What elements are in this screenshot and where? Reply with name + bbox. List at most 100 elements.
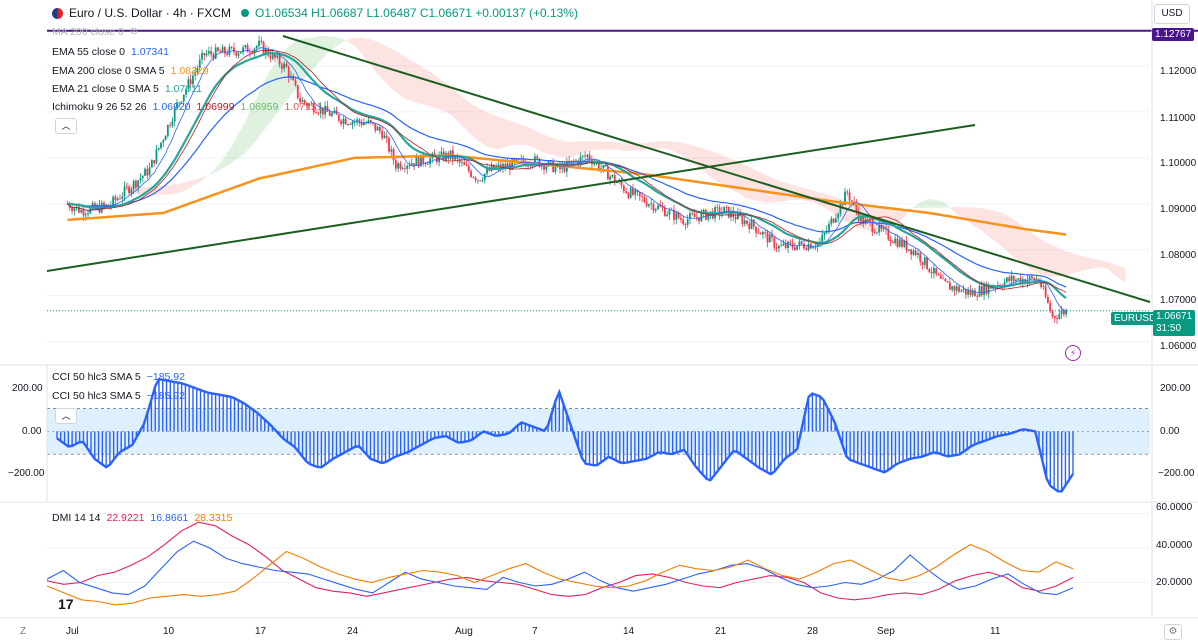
trendlines[interactable] <box>46 35 1151 303</box>
candle-body <box>308 103 311 106</box>
candle-body <box>132 180 135 189</box>
candle-body <box>654 208 657 211</box>
cloud-segment <box>1054 246 1058 277</box>
candle-body <box>604 164 607 167</box>
cloud-segment <box>927 199 930 208</box>
cloud-segment <box>715 152 718 182</box>
candle-body <box>1051 310 1054 317</box>
legend-ema21[interactable]: EMA 21 close 0 SMA 5 1.07011 <box>52 83 202 95</box>
symbol-title[interactable]: Euro / U.S. Dollar · 4h · FXCM <box>69 6 232 20</box>
cloud-segment <box>215 165 218 172</box>
cci-right-tick: −200.00 <box>1158 468 1195 479</box>
legend-ichimoku[interactable]: Ichimoku 9 26 52 26 1.06920 1.06999 1.06… <box>52 101 322 113</box>
cloud-segment <box>281 51 285 107</box>
candle-body <box>873 232 876 234</box>
cci-right-tick: 200.00 <box>1160 383 1191 394</box>
tradingview-logo[interactable]: 17 <box>58 596 74 612</box>
cloud-segment <box>544 134 547 154</box>
cloud-segment <box>995 211 998 244</box>
candle-body <box>549 160 552 162</box>
cloud-segment <box>696 146 700 169</box>
candle-body <box>518 158 520 160</box>
candle-body <box>634 190 637 195</box>
collapse-legend-button[interactable]: ︿ <box>55 118 77 134</box>
legend-cci-2[interactable]: CCI 50 hlc3 SMA 5 −185.92 <box>52 390 185 402</box>
candle-body <box>686 219 689 225</box>
eye-off-icon[interactable]: ⊘ <box>129 26 139 37</box>
candle-body <box>1017 278 1020 280</box>
candle-body <box>103 202 105 206</box>
candle-body <box>657 205 659 209</box>
legend-dmi[interactable]: DMI 14 14 22.9221 16.8661 28.3315 <box>52 512 232 524</box>
legend-ema200[interactable]: EMA 200 close 0 SMA 5 1.08329 <box>52 65 209 77</box>
cloud-segment <box>799 186 802 201</box>
cloud-segment <box>619 142 622 151</box>
cloud-segment <box>952 207 955 212</box>
candle-body <box>793 247 796 250</box>
adx-line <box>46 543 1074 606</box>
cloud-segment <box>680 142 684 156</box>
candle-body <box>575 160 577 162</box>
cloud-segment <box>165 185 168 195</box>
cloud-segment <box>377 42 380 77</box>
candle-body <box>319 107 322 114</box>
cloud-segment <box>361 37 364 57</box>
cloud-segment <box>915 203 918 208</box>
candle-body <box>148 167 151 176</box>
symbol-flag-icon[interactable] <box>52 7 63 19</box>
cci1-label: CCI 50 hlc3 SMA 5 <box>52 371 141 383</box>
cloud-segment <box>1013 219 1016 259</box>
cloud-segment <box>997 211 1001 246</box>
candle-body <box>967 290 970 295</box>
cloud-segment <box>899 209 902 222</box>
cloud-segment <box>589 141 592 152</box>
candle-body <box>267 48 270 56</box>
currency-button[interactable]: USD <box>1154 4 1190 24</box>
candle-body <box>358 119 361 123</box>
candle-body <box>948 282 951 290</box>
candle-body <box>1040 281 1042 287</box>
cloud-segment <box>785 182 788 201</box>
ichimoku-v3: 1.06959 <box>240 101 279 113</box>
cloud-segment <box>525 126 529 146</box>
cloud-segment <box>585 141 588 153</box>
candle-body <box>527 165 529 167</box>
cloud-segment <box>455 90 458 121</box>
cloud-segment <box>197 178 200 184</box>
cloud-segment <box>233 138 237 162</box>
cloud-segment <box>596 141 599 150</box>
candle-body <box>497 164 500 167</box>
candle-body <box>347 124 349 125</box>
candle-body <box>141 175 144 178</box>
lightning-icon[interactable]: ⚡ <box>1065 345 1081 361</box>
cloud-segment <box>753 169 757 201</box>
legend-cci-1[interactable]: CCI 50 hlc3 SMA 5 −185.92 <box>52 371 185 383</box>
legend-ma200[interactable]: MA 200 close 0 ⊘ <box>52 26 138 38</box>
candle-body <box>114 196 117 201</box>
cloud-segment <box>539 132 542 152</box>
settings-gear-icon[interactable]: ⚙ <box>1164 624 1182 640</box>
zoom-z-icon[interactable]: Z <box>20 626 27 637</box>
cloud-segment <box>617 142 620 151</box>
collapse-cci-legend-button[interactable]: ︿ <box>55 408 77 424</box>
candle-body <box>784 243 787 249</box>
candle-body <box>504 163 507 168</box>
cloud-segment <box>1063 250 1067 276</box>
candle-body <box>1062 310 1065 315</box>
cloud-segment <box>1109 262 1112 273</box>
legend-ema55[interactable]: EMA 55 close 0 1.07341 <box>52 46 169 58</box>
candle-body <box>171 121 174 126</box>
candle-body <box>629 188 632 198</box>
cloud-segment <box>1034 234 1037 273</box>
hline-price-label[interactable]: 1.12767 <box>1152 28 1195 41</box>
candle-body <box>930 272 933 274</box>
candle-body <box>344 118 347 125</box>
cloud-segment <box>667 140 670 150</box>
price-tick: 1.11000 <box>1160 113 1196 124</box>
cloud-segment <box>313 37 317 69</box>
candle-body <box>1028 276 1031 281</box>
cloud-segment <box>416 63 419 104</box>
pane-separators[interactable] <box>0 0 1198 619</box>
cloud-segment <box>475 106 478 141</box>
